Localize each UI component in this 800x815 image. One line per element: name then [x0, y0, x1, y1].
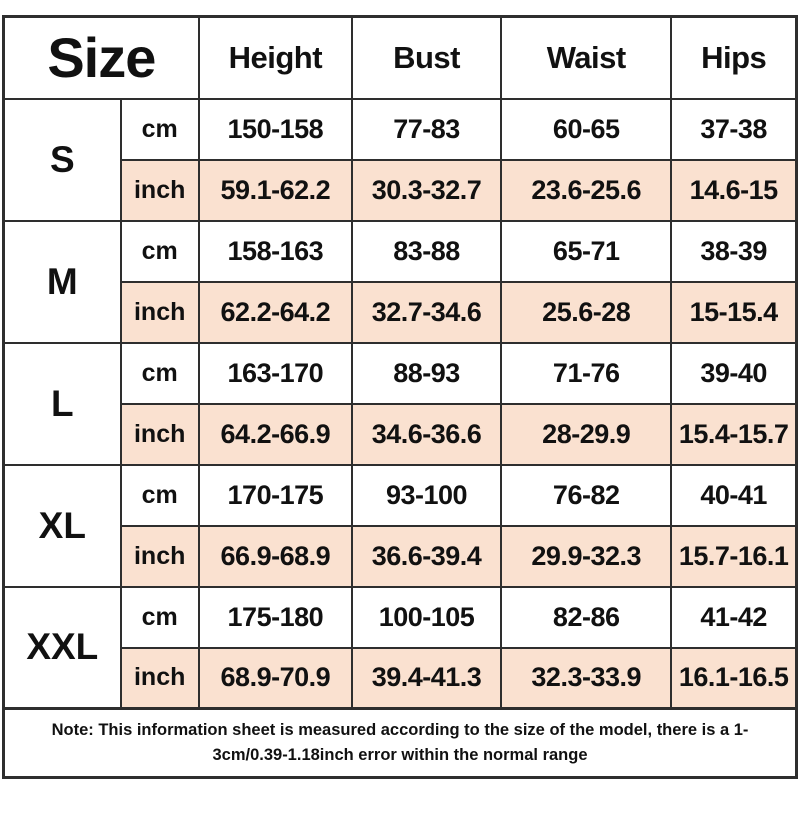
value-cell: 76-82 — [500, 463, 673, 527]
value-cell: 65-71 — [500, 219, 673, 283]
value-cell: 88-93 — [350, 341, 503, 405]
header-row: Size Height Bust Waist Hips — [2, 15, 798, 100]
value-cell: 64.2-66.9 — [197, 402, 353, 466]
unit-label-inch: inch — [119, 524, 200, 588]
value-cell: 93-100 — [350, 463, 503, 527]
unit-label-cm: cm — [119, 585, 200, 649]
value-cell: 77-83 — [350, 97, 503, 161]
value-cell: 68.9-70.9 — [197, 646, 353, 710]
column-header-waist: Waist — [500, 15, 673, 100]
value-cell: 66.9-68.9 — [197, 524, 353, 588]
table-row-l-cm: L cm 163-170 88-93 71-76 39-40 — [2, 341, 798, 466]
unit-label-inch: inch — [119, 402, 200, 466]
size-label-m: M — [2, 219, 122, 344]
unit-label-inch: inch — [119, 158, 200, 222]
value-cell: 28-29.9 — [500, 402, 673, 466]
unit-label-cm: cm — [119, 219, 200, 283]
unit-label-cm: cm — [119, 97, 200, 161]
table-row-l-inch: inch 64.2-66.9 34.6-36.6 28-29.9 15.4-15… — [4, 402, 798, 466]
table-row-xxl-cm: XXL cm 175-180 100-105 82-86 41-42 — [2, 585, 798, 710]
size-label-l: L — [2, 341, 122, 466]
size-header-cell: Size — [2, 15, 200, 100]
value-cell: 163-170 — [197, 341, 353, 405]
value-cell: 38-39 — [670, 219, 798, 283]
value-cell: 82-86 — [500, 585, 673, 649]
size-label-s: S — [2, 97, 122, 222]
value-cell: 16.1-16.5 — [670, 646, 798, 710]
value-cell: 25.6-28 — [500, 280, 673, 344]
size-table: Size Height Bust Waist Hips S cm 150-158… — [2, 15, 798, 710]
column-header-hips: Hips — [670, 15, 798, 100]
value-cell: 15.4-15.7 — [670, 402, 798, 466]
table-row-s-inch: inch 59.1-62.2 30.3-32.7 23.6-25.6 14.6-… — [4, 158, 798, 222]
value-cell: 15.7-16.1 — [670, 524, 798, 588]
value-cell: 158-163 — [197, 219, 353, 283]
value-cell: 23.6-25.6 — [500, 158, 673, 222]
value-cell: 170-175 — [197, 463, 353, 527]
value-cell: 40-41 — [670, 463, 798, 527]
value-cell: 39-40 — [670, 341, 798, 405]
size-label-xl: XL — [2, 463, 122, 588]
value-cell: 39.4-41.3 — [350, 646, 503, 710]
value-cell: 29.9-32.3 — [500, 524, 673, 588]
column-header-height: Height — [197, 15, 353, 100]
value-cell: 175-180 — [197, 585, 353, 649]
value-cell: 36.6-39.4 — [350, 524, 503, 588]
value-cell: 59.1-62.2 — [197, 158, 353, 222]
table-row-m-inch: inch 62.2-64.2 32.7-34.6 25.6-28 15-15.4 — [4, 280, 798, 344]
value-cell: 32.7-34.6 — [350, 280, 503, 344]
value-cell: 41-42 — [670, 585, 798, 649]
value-cell: 15-15.4 — [670, 280, 798, 344]
column-header-bust: Bust — [350, 15, 503, 100]
table-row-xxl-inch: inch 68.9-70.9 39.4-41.3 32.3-33.9 16.1-… — [4, 646, 798, 710]
value-cell: 37-38 — [670, 97, 798, 161]
table-row-xl-inch: inch 66.9-68.9 36.6-39.4 29.9-32.3 15.7-… — [4, 524, 798, 588]
value-cell: 60-65 — [500, 97, 673, 161]
unit-label-inch: inch — [119, 280, 200, 344]
value-cell: 14.6-15 — [670, 158, 798, 222]
value-cell: 32.3-33.9 — [500, 646, 673, 710]
table-row-m-cm: M cm 158-163 83-88 65-71 38-39 — [2, 219, 798, 344]
unit-label-inch: inch — [119, 646, 200, 710]
value-cell: 30.3-32.7 — [350, 158, 503, 222]
table-row-xl-cm: XL cm 170-175 93-100 76-82 40-41 — [2, 463, 798, 588]
table-row-s-cm: S cm 150-158 77-83 60-65 37-38 — [2, 97, 798, 222]
unit-label-cm: cm — [119, 341, 200, 405]
value-cell: 150-158 — [197, 97, 353, 161]
value-cell: 34.6-36.6 — [350, 402, 503, 466]
size-chart: Size Height Bust Waist Hips S cm 150-158… — [2, 15, 798, 779]
value-cell: 100-105 — [350, 585, 503, 649]
value-cell: 83-88 — [350, 219, 503, 283]
value-cell: 71-76 — [500, 341, 673, 405]
unit-label-cm: cm — [119, 463, 200, 527]
value-cell: 62.2-64.2 — [197, 280, 353, 344]
size-label-xxl: XXL — [2, 585, 122, 710]
note-text: Note: This information sheet is measured… — [2, 710, 798, 779]
